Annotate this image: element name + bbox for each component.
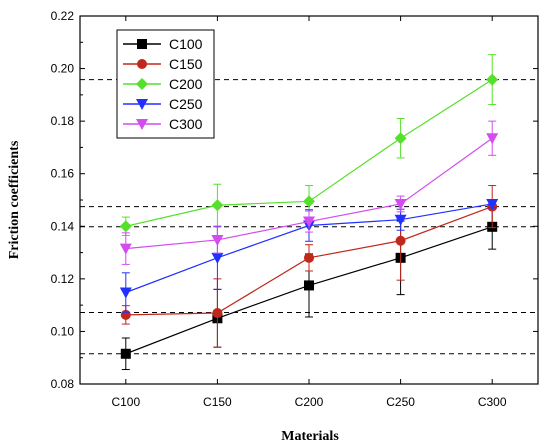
data-point bbox=[304, 280, 314, 291]
x-tick-label: C200 bbox=[295, 395, 324, 409]
legend-marker bbox=[137, 59, 147, 69]
x-tick-label: C150 bbox=[203, 395, 232, 409]
data-point bbox=[394, 214, 407, 226]
data-point bbox=[486, 133, 499, 145]
data-point bbox=[394, 132, 407, 145]
y-tick-label: 0.20 bbox=[51, 62, 75, 76]
data-point bbox=[120, 348, 131, 359]
legend: C100 C150 C200 C250 C300 bbox=[116, 29, 215, 139]
y-tick-label: 0.18 bbox=[51, 114, 75, 128]
data-point bbox=[395, 235, 406, 246]
data-point bbox=[119, 287, 132, 299]
legend-label: C250 bbox=[169, 96, 203, 112]
y-tick-label: 0.08 bbox=[51, 377, 75, 391]
series-c300 bbox=[119, 120, 499, 265]
legend-label: C150 bbox=[169, 56, 203, 72]
data-point bbox=[211, 252, 224, 264]
data-point bbox=[303, 216, 315, 228]
x-tick-label: C100 bbox=[111, 395, 140, 409]
legend-label: C100 bbox=[169, 36, 203, 52]
legend-marker bbox=[136, 78, 148, 90]
y-tick-label: 0.22 bbox=[51, 9, 75, 23]
x-axis-title: Materials bbox=[281, 429, 339, 444]
data-point bbox=[304, 252, 314, 263]
data-point bbox=[119, 243, 132, 255]
data-point bbox=[394, 198, 407, 210]
y-tick-label: 0.14 bbox=[51, 219, 75, 233]
axes: 0.08 0.10 0.12 0.14 0.16 0.18 0.20 0.22 C100 C150… bbox=[51, 9, 539, 409]
legend-marker bbox=[136, 119, 148, 130]
x-tick-label: C300 bbox=[478, 395, 507, 409]
legend-label: C300 bbox=[169, 116, 203, 132]
y-axis-title: Friction coefficients bbox=[7, 140, 22, 259]
data-point bbox=[211, 234, 224, 246]
data-point bbox=[119, 220, 132, 233]
data-point bbox=[486, 198, 499, 210]
data-point bbox=[212, 308, 223, 319]
data-point bbox=[486, 73, 499, 86]
legend-marker bbox=[137, 39, 147, 49]
y-tick-label: 0.12 bbox=[51, 272, 75, 286]
data-point bbox=[303, 195, 315, 208]
legend-marker bbox=[136, 99, 148, 110]
legend-label: C200 bbox=[169, 76, 203, 92]
series-c200 bbox=[119, 54, 499, 236]
y-tick-label: 0.16 bbox=[51, 167, 75, 181]
data-point bbox=[211, 199, 224, 212]
x-tick-label: C250 bbox=[386, 395, 415, 409]
y-tick-label: 0.10 bbox=[51, 324, 75, 338]
series-layer bbox=[119, 54, 499, 371]
